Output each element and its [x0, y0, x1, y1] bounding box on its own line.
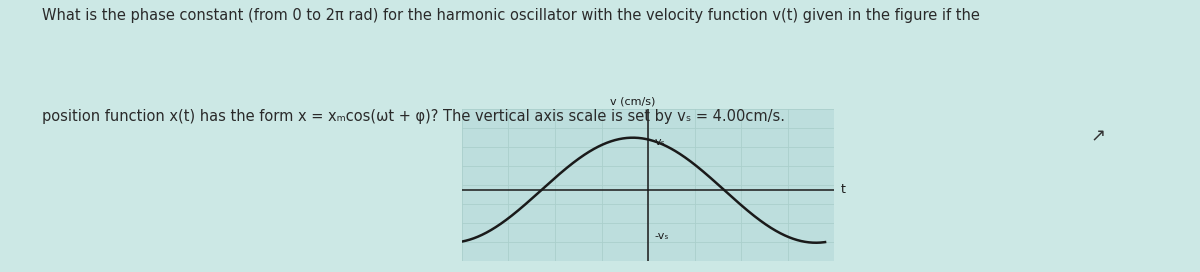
Text: position function x(t) has the form x = xₘcos(ωt + φ)? The vertical axis scale i: position function x(t) has the form x = …	[42, 109, 785, 124]
Text: v (cm/s): v (cm/s)	[611, 96, 656, 106]
Text: t: t	[841, 183, 846, 196]
Text: ↗: ↗	[1091, 127, 1105, 145]
Text: What is the phase constant (from 0 to 2π rad) for the harmonic oscillator with t: What is the phase constant (from 0 to 2π…	[42, 8, 980, 23]
Text: -vₛ: -vₛ	[655, 231, 670, 242]
Text: vₛ: vₛ	[655, 137, 666, 147]
